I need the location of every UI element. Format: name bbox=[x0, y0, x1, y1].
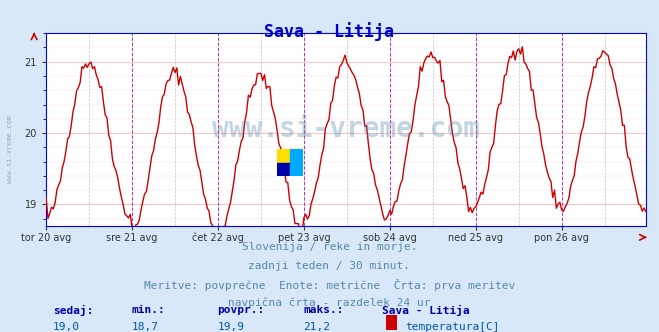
Text: 18,7: 18,7 bbox=[132, 322, 159, 332]
Text: povpr.:: povpr.: bbox=[217, 305, 265, 315]
Text: Slovenija / reke in morje.: Slovenija / reke in morje. bbox=[242, 242, 417, 252]
Text: www.si-vreme.com: www.si-vreme.com bbox=[7, 116, 13, 183]
Bar bbox=[277, 149, 290, 163]
Text: 19,0: 19,0 bbox=[53, 322, 80, 332]
Text: temperatura[C]: temperatura[C] bbox=[405, 322, 500, 332]
Text: www.si-vreme.com: www.si-vreme.com bbox=[212, 116, 480, 143]
Text: Meritve: povprečne  Enote: metrične  Črta: prva meritev: Meritve: povprečne Enote: metrične Črta:… bbox=[144, 279, 515, 291]
Text: maks.:: maks.: bbox=[303, 305, 343, 315]
Text: Sava - Litija: Sava - Litija bbox=[264, 22, 395, 41]
Bar bbox=[277, 163, 290, 176]
Text: Sava - Litija: Sava - Litija bbox=[382, 305, 470, 316]
Bar bbox=[290, 149, 303, 163]
Text: min.:: min.: bbox=[132, 305, 165, 315]
Text: navpična črta - razdelek 24 ur: navpična črta - razdelek 24 ur bbox=[228, 297, 431, 308]
Bar bbox=[290, 163, 303, 176]
Text: 19,9: 19,9 bbox=[217, 322, 244, 332]
Text: sedaj:: sedaj: bbox=[53, 305, 93, 316]
Text: zadnji teden / 30 minut.: zadnji teden / 30 minut. bbox=[248, 261, 411, 271]
Text: 21,2: 21,2 bbox=[303, 322, 330, 332]
